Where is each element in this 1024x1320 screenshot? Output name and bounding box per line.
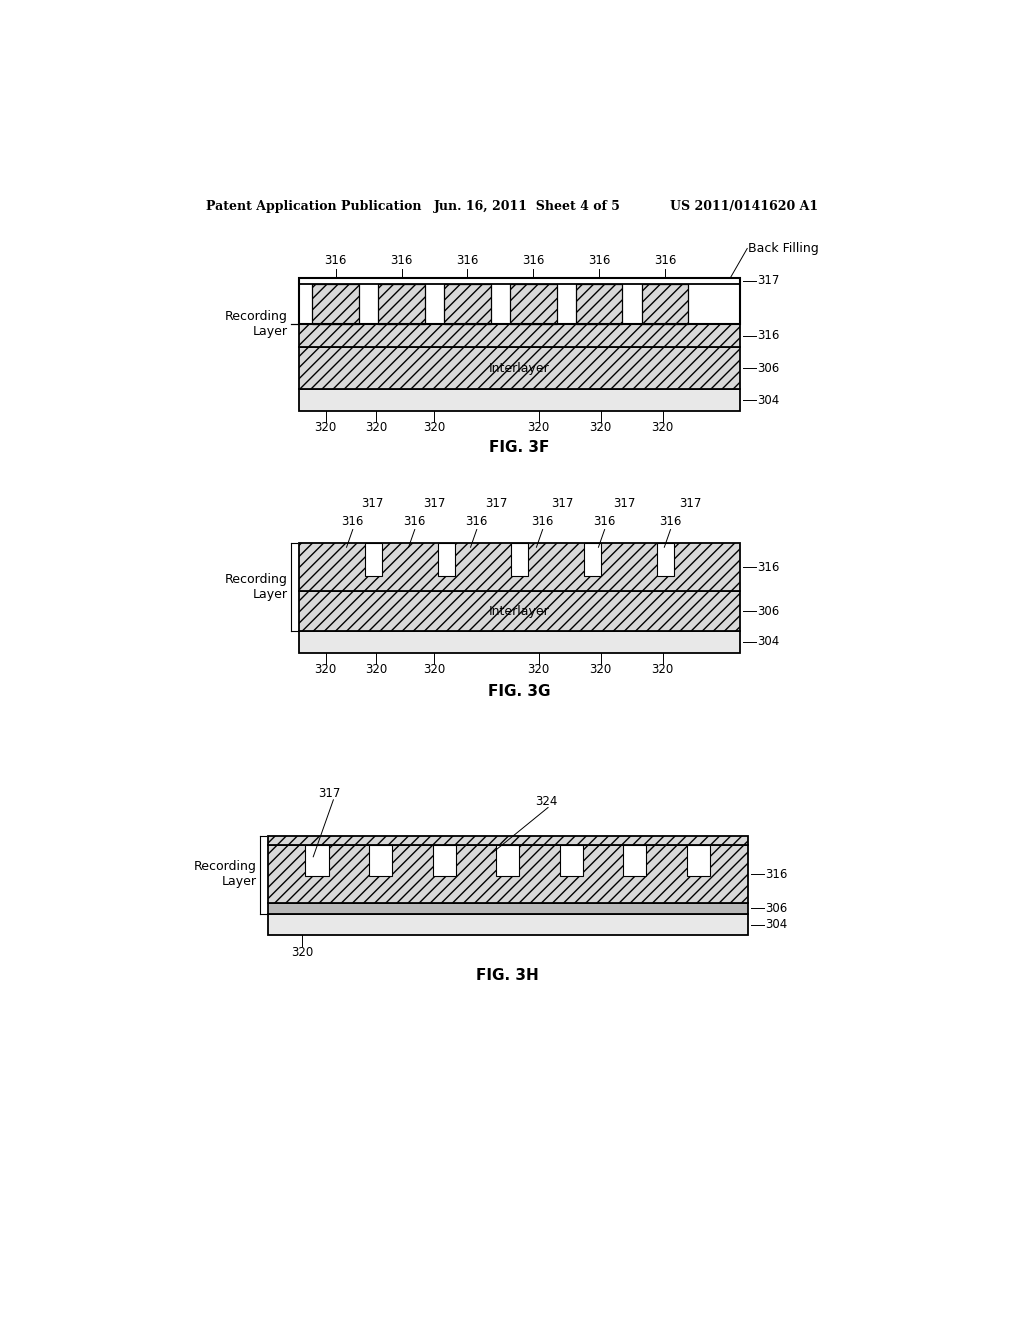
Bar [267,903,748,913]
Text: 316: 316 [342,515,364,528]
Bar [438,544,455,576]
Text: 317: 317 [612,496,635,510]
Text: 320: 320 [527,663,550,676]
Bar [584,544,601,576]
Bar [624,845,646,876]
Text: FIG. 3F: FIG. 3F [489,441,550,455]
Text: 306: 306 [758,605,779,618]
Text: 317: 317 [758,275,779,288]
Text: 316: 316 [403,515,426,528]
Text: 306: 306 [758,362,779,375]
Text: 317: 317 [360,496,383,510]
Bar [575,284,623,323]
Text: Back Filling: Back Filling [748,242,819,255]
Bar [299,277,740,284]
Bar [299,631,740,653]
Text: 316: 316 [457,255,478,268]
Text: 316: 316 [466,515,488,528]
Text: 320: 320 [314,421,337,434]
Bar [299,277,740,323]
Text: 320: 320 [423,663,445,676]
Text: 320: 320 [423,421,445,434]
Text: 320: 320 [314,663,337,676]
Text: 316: 316 [531,515,554,528]
Text: 304: 304 [758,635,779,648]
Text: US 2011/0141620 A1: US 2011/0141620 A1 [671,199,818,213]
Bar [299,347,740,389]
Bar [312,284,359,323]
Bar [511,544,528,576]
Text: 317: 317 [551,496,573,510]
Text: 320: 320 [590,421,612,434]
Text: FIG. 3G: FIG. 3G [488,684,551,698]
Text: 317: 317 [423,496,445,510]
Bar [510,284,557,323]
Bar [366,544,382,576]
Bar [496,845,519,876]
Bar [432,845,456,876]
Text: 317: 317 [485,496,507,510]
Text: Interlayer: Interlayer [489,362,550,375]
Bar [267,913,748,936]
Text: Recording
Layer: Recording Layer [225,310,288,338]
Text: 317: 317 [679,496,701,510]
Bar [560,845,583,876]
Bar [299,277,740,323]
Bar [444,284,490,323]
Text: 320: 320 [651,663,674,676]
Text: 320: 320 [527,421,550,434]
Bar [369,845,392,876]
Bar [299,323,740,347]
Bar [267,845,748,903]
Bar [299,591,740,631]
Text: 316: 316 [758,329,779,342]
Bar [687,845,710,876]
Bar [656,544,674,576]
Text: FIG. 3H: FIG. 3H [476,968,539,983]
Text: Recording
Layer: Recording Layer [225,573,288,602]
Text: 320: 320 [365,421,387,434]
Text: Patent Application Publication: Patent Application Publication [206,199,421,213]
Text: 316: 316 [390,255,413,268]
Text: 304: 304 [765,917,787,931]
Text: 320: 320 [651,421,674,434]
Bar [378,284,425,323]
Text: 320: 320 [365,663,387,676]
Text: 320: 320 [291,945,313,958]
Text: 304: 304 [758,393,779,407]
Text: 316: 316 [588,255,610,268]
Text: 316: 316 [765,867,787,880]
Text: 317: 317 [318,787,341,800]
Bar [299,544,740,591]
Text: Interlayer: Interlayer [489,605,550,618]
Text: 320: 320 [590,663,612,676]
Text: Jun. 16, 2011  Sheet 4 of 5: Jun. 16, 2011 Sheet 4 of 5 [434,199,621,213]
Text: 316: 316 [659,515,682,528]
Text: 316: 316 [654,255,676,268]
Bar [299,389,740,411]
Text: 316: 316 [325,255,347,268]
Text: 316: 316 [594,515,615,528]
Text: 316: 316 [758,561,779,574]
Text: 316: 316 [522,255,545,268]
Bar [267,836,748,845]
Text: 324: 324 [536,795,558,808]
Bar [642,284,688,323]
Bar [305,845,329,876]
Text: 306: 306 [765,902,787,915]
Text: Recording
Layer: Recording Layer [194,861,257,888]
